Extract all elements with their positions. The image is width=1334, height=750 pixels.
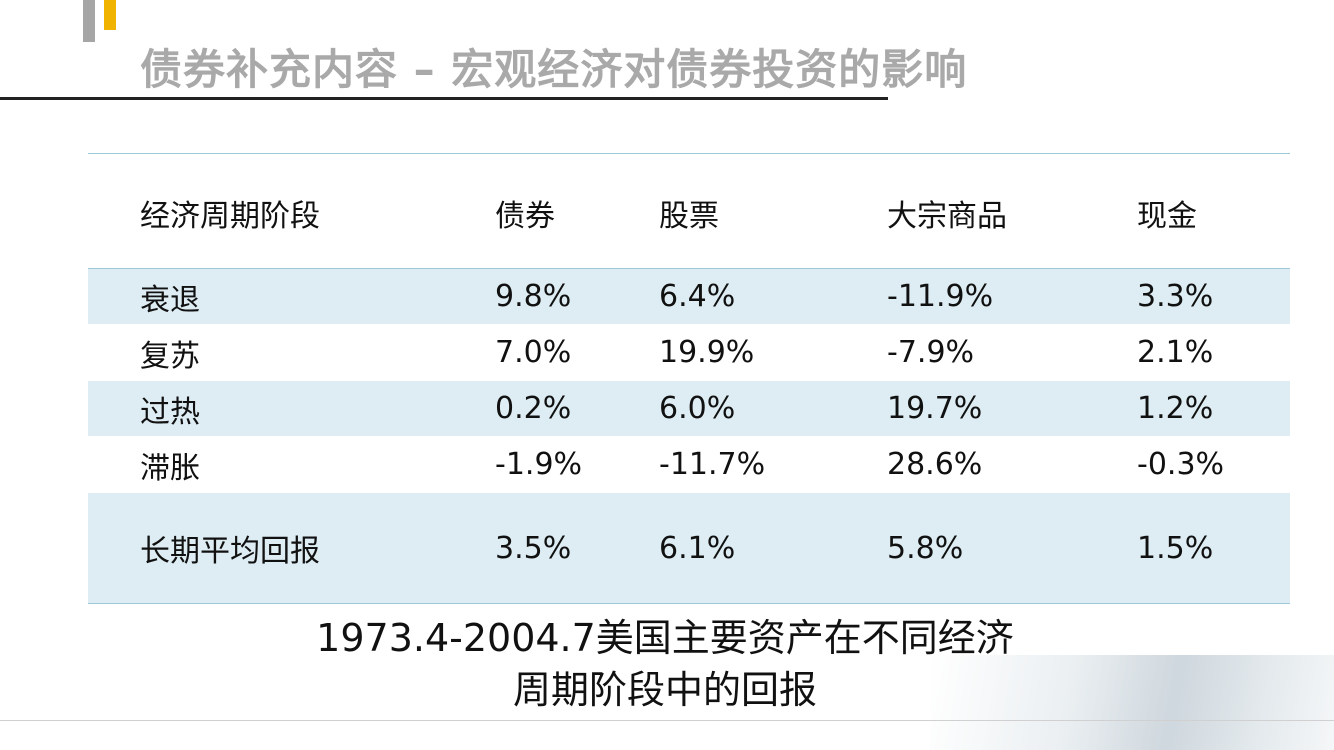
returns-table: 经济周期阶段 债券 股票 大宗商品 现金 衰退 9.8% 6.4% -11.9%… (88, 153, 1290, 604)
accent-bar-yellow (104, 0, 116, 30)
table-cell: 3.3% (1137, 268, 1290, 325)
table-cell: 衰退 (88, 268, 495, 325)
table-row-long-term-average: 长期平均回报 3.5% 6.1% 5.8% 1.5% (88, 492, 1290, 603)
table-row-recovery: 复苏 7.0% 19.9% -7.9% 2.1% (88, 324, 1290, 381)
table-cell: -11.7% (659, 436, 887, 493)
table-cell: 长期平均回报 (88, 492, 495, 603)
caption-line-2: 周期阶段中的回报 (512, 668, 817, 712)
table-cell: 复苏 (88, 324, 495, 381)
table-cell: 1.2% (1137, 380, 1290, 437)
table-cell: 6.0% (659, 380, 887, 437)
table-cell: 7.0% (495, 324, 659, 381)
table-cell: 19.7% (887, 380, 1137, 437)
title-underline (0, 97, 888, 100)
table-caption: 1973.4-2004.7美国主要资产在不同经济 周期阶段中的回报 (100, 612, 1230, 716)
table-cell: 6.4% (659, 268, 887, 325)
table-cell: 5.8% (887, 492, 1137, 603)
table-cell: 0.2% (495, 380, 659, 437)
table-row-stagflation: 滞胀 -1.9% -11.7% 28.6% -0.3% (88, 436, 1290, 493)
header-cash: 现金 (1137, 199, 1197, 234)
footer-divider (0, 720, 1334, 721)
table-cell: 9.8% (495, 268, 659, 325)
table-cell: -0.3% (1137, 436, 1290, 493)
table-row-overheat: 过热 0.2% 6.0% 19.7% 1.2% (88, 380, 1290, 437)
table-cell: 19.9% (659, 324, 887, 381)
table-cell: 过热 (88, 380, 495, 437)
table-cell: 6.1% (659, 492, 887, 603)
table-header-row: 经济周期阶段 债券 股票 大宗商品 现金 (88, 154, 1290, 269)
table-cell: 3.5% (495, 492, 659, 603)
header-stocks: 股票 (659, 199, 719, 234)
caption-line-1: 1973.4-2004.7美国主要资产在不同经济 (316, 616, 1014, 660)
header-stage: 经济周期阶段 (140, 199, 320, 234)
table-cell: -11.9% (887, 268, 1137, 325)
table-cell: 28.6% (887, 436, 1137, 493)
table-cell: 2.1% (1137, 324, 1290, 381)
table-cell: -1.9% (495, 436, 659, 493)
table-cell: 滞胀 (88, 436, 495, 493)
table-row-recession: 衰退 9.8% 6.4% -11.9% 3.3% (88, 268, 1290, 325)
table-cell: -7.9% (887, 324, 1137, 381)
accent-bar-gray (83, 0, 95, 42)
decorative-background-image (930, 655, 1334, 750)
table-cell: 1.5% (1137, 492, 1290, 603)
header-bonds: 债券 (495, 199, 555, 234)
slide-title: 债券补充内容 – 宏观经济对债券投资的影响 (140, 45, 968, 94)
header-commodities: 大宗商品 (887, 199, 1007, 234)
